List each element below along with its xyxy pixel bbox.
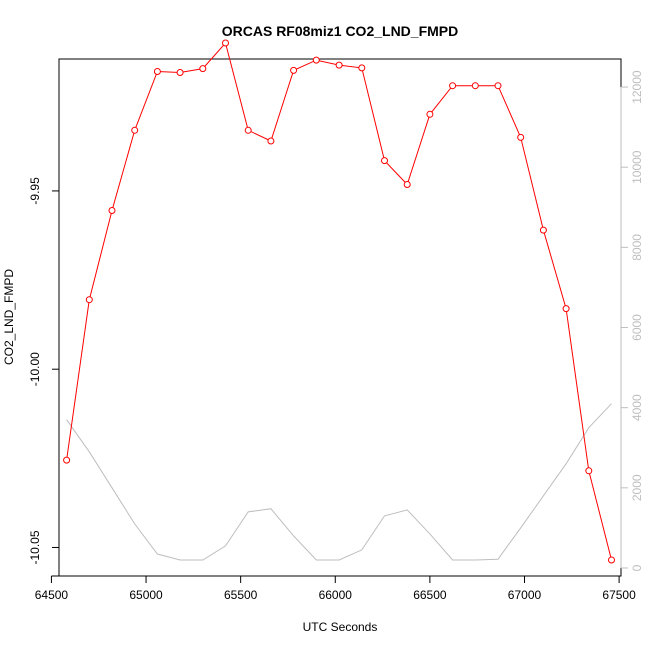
- x-tick-label: 67500: [602, 588, 636, 602]
- x-axis-label: UTC Seconds: [303, 620, 378, 634]
- data-point: [449, 82, 457, 90]
- data-point: [403, 181, 411, 188]
- primary-series-layer: [63, 39, 615, 564]
- primary-series-line: [66, 41, 612, 561]
- y2-tick-label: 8000: [630, 234, 644, 261]
- y-axis-right: 0 2000 4000 6000 8000 10000 12000: [620, 70, 644, 571]
- data-point: [85, 296, 93, 304]
- data-point: [176, 69, 184, 76]
- x-tick-label: 64500: [35, 588, 69, 602]
- data-point: [562, 305, 570, 313]
- data-point: [585, 467, 593, 475]
- y2-tick-label: 2000: [630, 474, 644, 501]
- x-tick-label: 66500: [413, 588, 447, 602]
- data-point: [381, 157, 388, 165]
- chart-title: ORCAS RF08miz1 CO2_LND_FMPD: [222, 23, 459, 39]
- data-point: [312, 56, 320, 64]
- y-axis-left: -9.95 -10.00 -10.05: [28, 177, 60, 565]
- x-tick-label: 65500: [224, 588, 258, 602]
- y2-tick-label: 0: [630, 564, 644, 571]
- plot-frame: [58, 58, 622, 577]
- data-point: [153, 68, 161, 75]
- secondary-series-layer: [66, 403, 612, 561]
- y-tick-label: -9.95: [28, 177, 42, 205]
- y2-tick-label: 6000: [630, 314, 644, 341]
- data-point: [335, 61, 343, 69]
- secondary-series-line: [66, 403, 612, 561]
- data-point: [244, 126, 252, 134]
- x-tick-label: 67000: [508, 588, 542, 602]
- y2-tick-label: 10000: [630, 150, 644, 184]
- y-tick-label: -10.00: [28, 352, 42, 386]
- data-point: [131, 126, 139, 134]
- x-tick-label: 66000: [319, 588, 353, 602]
- data-point: [267, 137, 275, 145]
- data-point: [63, 456, 71, 464]
- data-point: [426, 110, 434, 118]
- data-point: [471, 82, 479, 90]
- x-axis: 64500 65000 65500 66000 66500 67000 67500: [35, 575, 636, 602]
- data-point: [608, 556, 615, 564]
- data-point: [358, 64, 366, 72]
- data-point: [222, 39, 229, 47]
- y2-tick-label: 4000: [630, 394, 644, 421]
- y-axis-label: CO2_LND_FMPD: [2, 269, 16, 365]
- y2-tick-label: 12000: [630, 70, 644, 104]
- data-point: [290, 66, 298, 74]
- y-tick-label: -10.05: [28, 530, 42, 564]
- data-point: [494, 82, 502, 90]
- data-point: [539, 226, 547, 234]
- data-point: [108, 207, 116, 214]
- x-tick-label: 65000: [129, 588, 163, 602]
- data-point: [517, 133, 525, 141]
- data-point: [199, 65, 207, 73]
